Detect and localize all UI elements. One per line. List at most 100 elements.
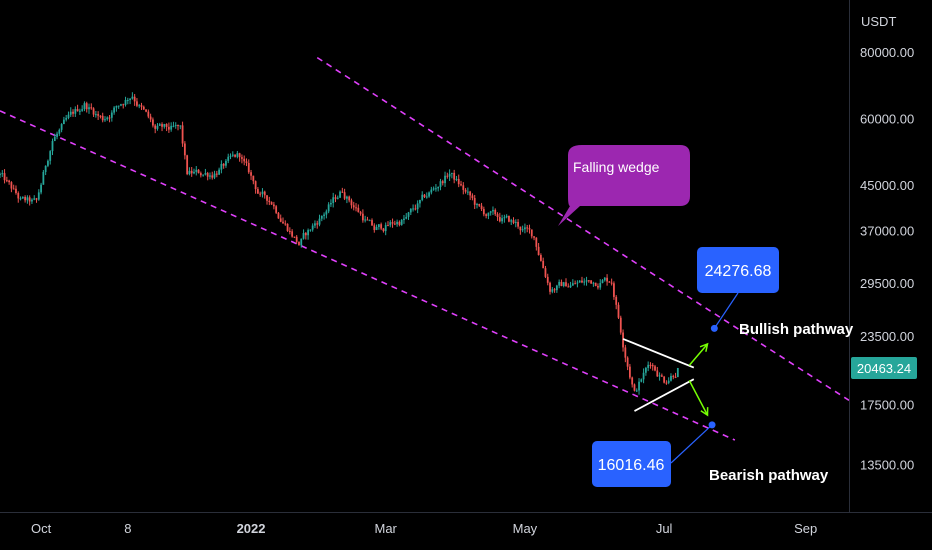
candle-body [524, 227, 526, 230]
candle-body [211, 175, 214, 178]
candle-body [428, 192, 430, 197]
price-axis[interactable]: 80000.00 60000.00 45000.00 37000.00 29500.00… [860, 45, 914, 473]
candle-body [619, 317, 622, 333]
candle-body [590, 280, 593, 284]
candle-body [286, 223, 289, 231]
bullish-target-label: 24276.68 [697, 247, 779, 293]
candle-body [298, 241, 300, 246]
candle-body [282, 221, 284, 224]
candle-body [31, 199, 33, 202]
candle-body [259, 193, 262, 195]
candle-body [97, 114, 100, 116]
candle-body [156, 125, 159, 129]
candle-body [478, 204, 481, 206]
candle-body [569, 285, 572, 288]
candle-body [638, 381, 640, 391]
candle-body [65, 117, 68, 120]
price-tick-label: 13500.00 [860, 457, 914, 472]
candle-body [466, 191, 469, 193]
candle-body [672, 375, 675, 377]
candle-body [384, 225, 387, 232]
candle-body [227, 156, 230, 161]
candle-body [325, 211, 328, 215]
candle-body [654, 366, 656, 371]
candle-body [508, 215, 510, 222]
candle-body [546, 276, 549, 283]
candle-body [357, 207, 360, 213]
candle-body [106, 117, 109, 120]
candle-body [140, 105, 143, 107]
candle-body [462, 185, 465, 190]
bearish-target-point [708, 421, 716, 429]
candle-body [270, 202, 273, 205]
time-tick-label: Jul [656, 521, 673, 536]
svg-text:24276.68: 24276.68 [705, 263, 772, 280]
candle-body [487, 212, 490, 216]
candle-body [368, 220, 371, 222]
candle-body [665, 382, 668, 384]
candle-body [517, 221, 519, 227]
candle-body [234, 154, 236, 157]
candle-body [387, 225, 389, 227]
candle-body [676, 368, 679, 378]
candle-body [316, 223, 319, 225]
time-tick-label: Oct [31, 521, 52, 536]
candle-body [667, 380, 670, 383]
candle-body [213, 173, 216, 178]
candle-body [133, 96, 136, 102]
candle-body [167, 126, 170, 130]
candle-body [94, 114, 97, 116]
candle-body [519, 226, 522, 231]
candle-body [361, 213, 364, 221]
candle-body [624, 347, 627, 358]
candle-body [610, 282, 613, 284]
candle-body [17, 193, 20, 199]
time-axis[interactable]: Oct 8 2022 Mar May Jul Sep [31, 521, 817, 536]
candle-body [252, 175, 255, 182]
candle-body [122, 104, 125, 106]
candle-body [1, 173, 4, 175]
candle-body [503, 217, 506, 219]
svg-text:Falling wedge: Falling wedge [573, 159, 660, 175]
candle-body [90, 107, 93, 109]
candle-body [28, 197, 31, 202]
candle-body [320, 215, 323, 219]
candle-body [644, 367, 647, 373]
candle-body [92, 108, 95, 115]
candle-body [421, 194, 424, 200]
candle-body [377, 224, 380, 227]
bearish-target-connector [670, 424, 713, 464]
candle-body [660, 375, 663, 377]
price-tick-label: 60000.00 [860, 111, 914, 126]
candle-body [138, 105, 141, 107]
bearish-arrow-head [700, 407, 709, 417]
candle-body [393, 223, 396, 225]
candle-body [268, 200, 271, 203]
candle-body [172, 125, 175, 127]
candle-body [53, 136, 56, 142]
candle-body [617, 304, 620, 318]
candle-body [204, 173, 207, 175]
candle-body [583, 281, 586, 283]
candle-body [670, 375, 672, 381]
candle-body [437, 186, 440, 189]
candle-body [51, 141, 54, 152]
candle-body [553, 289, 556, 291]
candle-body [439, 181, 442, 187]
candle-body [444, 175, 446, 184]
candle-body [188, 170, 191, 175]
candle-body [291, 231, 294, 237]
candle-body [489, 211, 492, 213]
candle-body [199, 173, 202, 176]
candle-body [309, 229, 312, 231]
svg-text:16016.46: 16016.46 [598, 457, 665, 474]
candle-body [633, 384, 636, 391]
candle-body [136, 101, 138, 106]
candle-body [275, 206, 278, 213]
candle-body [581, 280, 583, 283]
candle-body [448, 173, 451, 177]
candle-body [407, 212, 410, 217]
candle-body [129, 98, 131, 100]
candle-body [170, 125, 173, 130]
